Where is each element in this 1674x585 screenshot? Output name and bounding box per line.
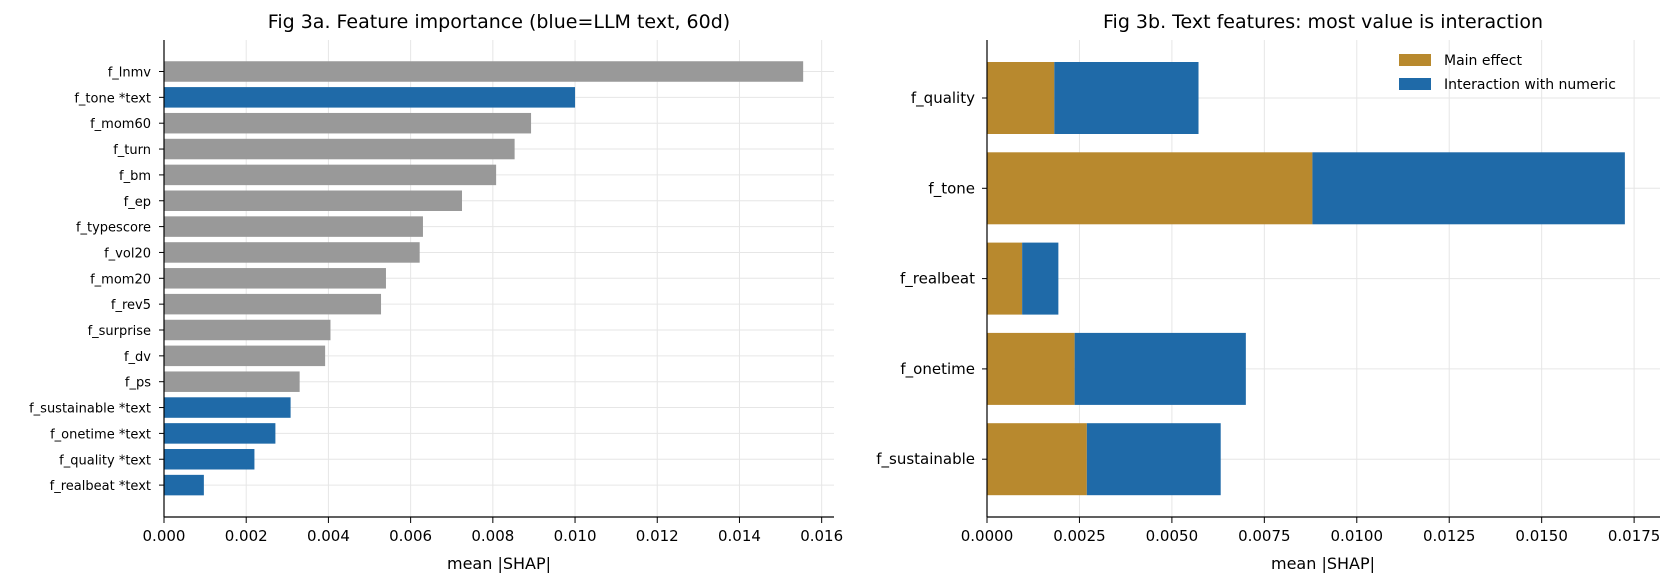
chart-a-bar — [164, 293, 382, 315]
chart-b-bar-main-effect — [987, 332, 1075, 405]
chart-a-bar — [164, 371, 300, 392]
chart-b-x-label: mean |SHAP| — [1271, 554, 1375, 573]
chart-b-x-tick-label: 0.0025 — [1053, 527, 1106, 545]
chart-a-bar — [164, 190, 463, 211]
legend-swatch-interaction — [1399, 78, 1431, 90]
chart-b-x-tick-label: 0.0100 — [1331, 527, 1384, 545]
chart-b-title: Fig 3b. Text features: most value is int… — [1103, 11, 1543, 33]
legend-label-interaction: Interaction with numeric — [1444, 77, 1616, 93]
chart-a-x-tick-label: 0.006 — [389, 527, 432, 545]
chart-b-bar-main-effect — [987, 423, 1087, 496]
chart-b-y-tick-label: f_realbeat — [900, 270, 975, 289]
chart-a-y-tick-label: f_lnmv — [108, 66, 152, 81]
legend-label-main-effect: Main effect — [1444, 53, 1522, 69]
chart-a-y-tick-label: f_sustainable *text — [29, 402, 151, 417]
chart-a-x-tick-label: 0.014 — [718, 527, 761, 545]
chart-b-x-tick-label: 0.0175 — [1608, 527, 1661, 545]
chart-a-y-tick-label: f_quality *text — [59, 453, 151, 468]
chart-a-y-tick-label: f_vol20 — [104, 246, 151, 261]
chart-b-bar-interaction — [1022, 242, 1059, 315]
chart-a-bar — [164, 138, 515, 160]
chart-b-bar-main-effect — [987, 242, 1023, 315]
chart-b-bar-main-effect — [987, 152, 1313, 225]
chart-a-y-tick-label: f_ps — [125, 376, 151, 391]
chart-a-y-tick-label: f_rev5 — [111, 298, 151, 313]
chart-a-x-tick-label: 0.012 — [636, 527, 679, 545]
chart-a-bar — [164, 112, 532, 134]
chart-b: Fig 3b. Text features: most value is int… — [876, 11, 1660, 573]
chart-a-bar — [164, 449, 255, 470]
chart-b-x-tick-label: 0.0050 — [1146, 527, 1199, 545]
chart-b-y-tick-label: f_sustainable — [876, 450, 975, 469]
chart-a-x-tick-label: 0.016 — [800, 527, 843, 545]
chart-a-y-tick-label: f_typescore — [76, 221, 151, 236]
chart-a-x-tick-label: 0.000 — [143, 527, 186, 545]
chart-a-y-tick-label: f_realbeat *text — [50, 479, 151, 494]
chart-b-y-tick-label: f_tone — [928, 179, 975, 198]
chart-b-y-tick-label: f_quality — [911, 89, 975, 108]
chart-a-bar — [164, 474, 204, 496]
chart-a-y-tick-label: f_bm — [119, 169, 151, 184]
chart-a-y-tick-label: f_tone *text — [74, 91, 151, 106]
chart-a-y-tick-label: f_mom60 — [90, 117, 151, 132]
chart-a-x-tick-label: 0.008 — [471, 527, 514, 545]
chart-a-title: Fig 3a. Feature importance (blue=LLM tex… — [268, 11, 730, 33]
chart-a-y-tick-label: f_turn — [113, 143, 151, 158]
chart-b-x-tick-label: 0.0125 — [1423, 527, 1476, 545]
chart-a: Fig 3a. Feature importance (blue=LLM tex… — [29, 11, 843, 573]
chart-b-bar-interaction — [1054, 62, 1199, 134]
chart-a-y-tick-label: f_ep — [124, 195, 151, 210]
chart-a-x-label: mean |SHAP| — [447, 554, 551, 573]
chart-a-x-tick-label: 0.002 — [225, 527, 268, 545]
chart-b-x-tick-label: 0.0150 — [1515, 527, 1568, 545]
chart-b-x-tick-label: 0.0000 — [961, 527, 1014, 545]
chart-a-x-tick-label: 0.010 — [554, 527, 597, 545]
chart-b-x-tick-label: 0.0075 — [1238, 527, 1291, 545]
chart-a-y-tick-label: f_dv — [124, 350, 151, 365]
chart-b-bar-main-effect — [987, 62, 1055, 134]
chart-a-x-tick-label: 0.004 — [307, 527, 350, 545]
chart-a-bar — [164, 164, 497, 186]
chart-a-bar — [164, 423, 276, 444]
chart-b-bar-interaction — [1086, 423, 1221, 496]
chart-a-y-tick-label: f_mom20 — [90, 272, 151, 287]
chart-b-legend: Main effect Interaction with numeric — [1399, 53, 1616, 93]
chart-b-bar-interaction — [1074, 332, 1246, 405]
chart-a-bar — [164, 242, 420, 263]
chart-a-bar — [164, 268, 386, 289]
chart-a-y-tick-label: f_onetime *text — [50, 427, 151, 442]
chart-a-bar — [164, 397, 291, 418]
legend-swatch-main-effect — [1399, 54, 1431, 66]
chart-b-bar-interaction — [1312, 152, 1625, 225]
chart-b-y-tick-label: f_onetime — [900, 360, 975, 379]
chart-a-bar — [164, 216, 423, 237]
chart-a-y-tick-label: f_surprise — [88, 324, 151, 339]
chart-a-bar — [164, 345, 326, 367]
chart-a-bar — [164, 319, 331, 341]
chart-a-bar — [164, 87, 576, 108]
chart-a-bar — [164, 61, 804, 82]
